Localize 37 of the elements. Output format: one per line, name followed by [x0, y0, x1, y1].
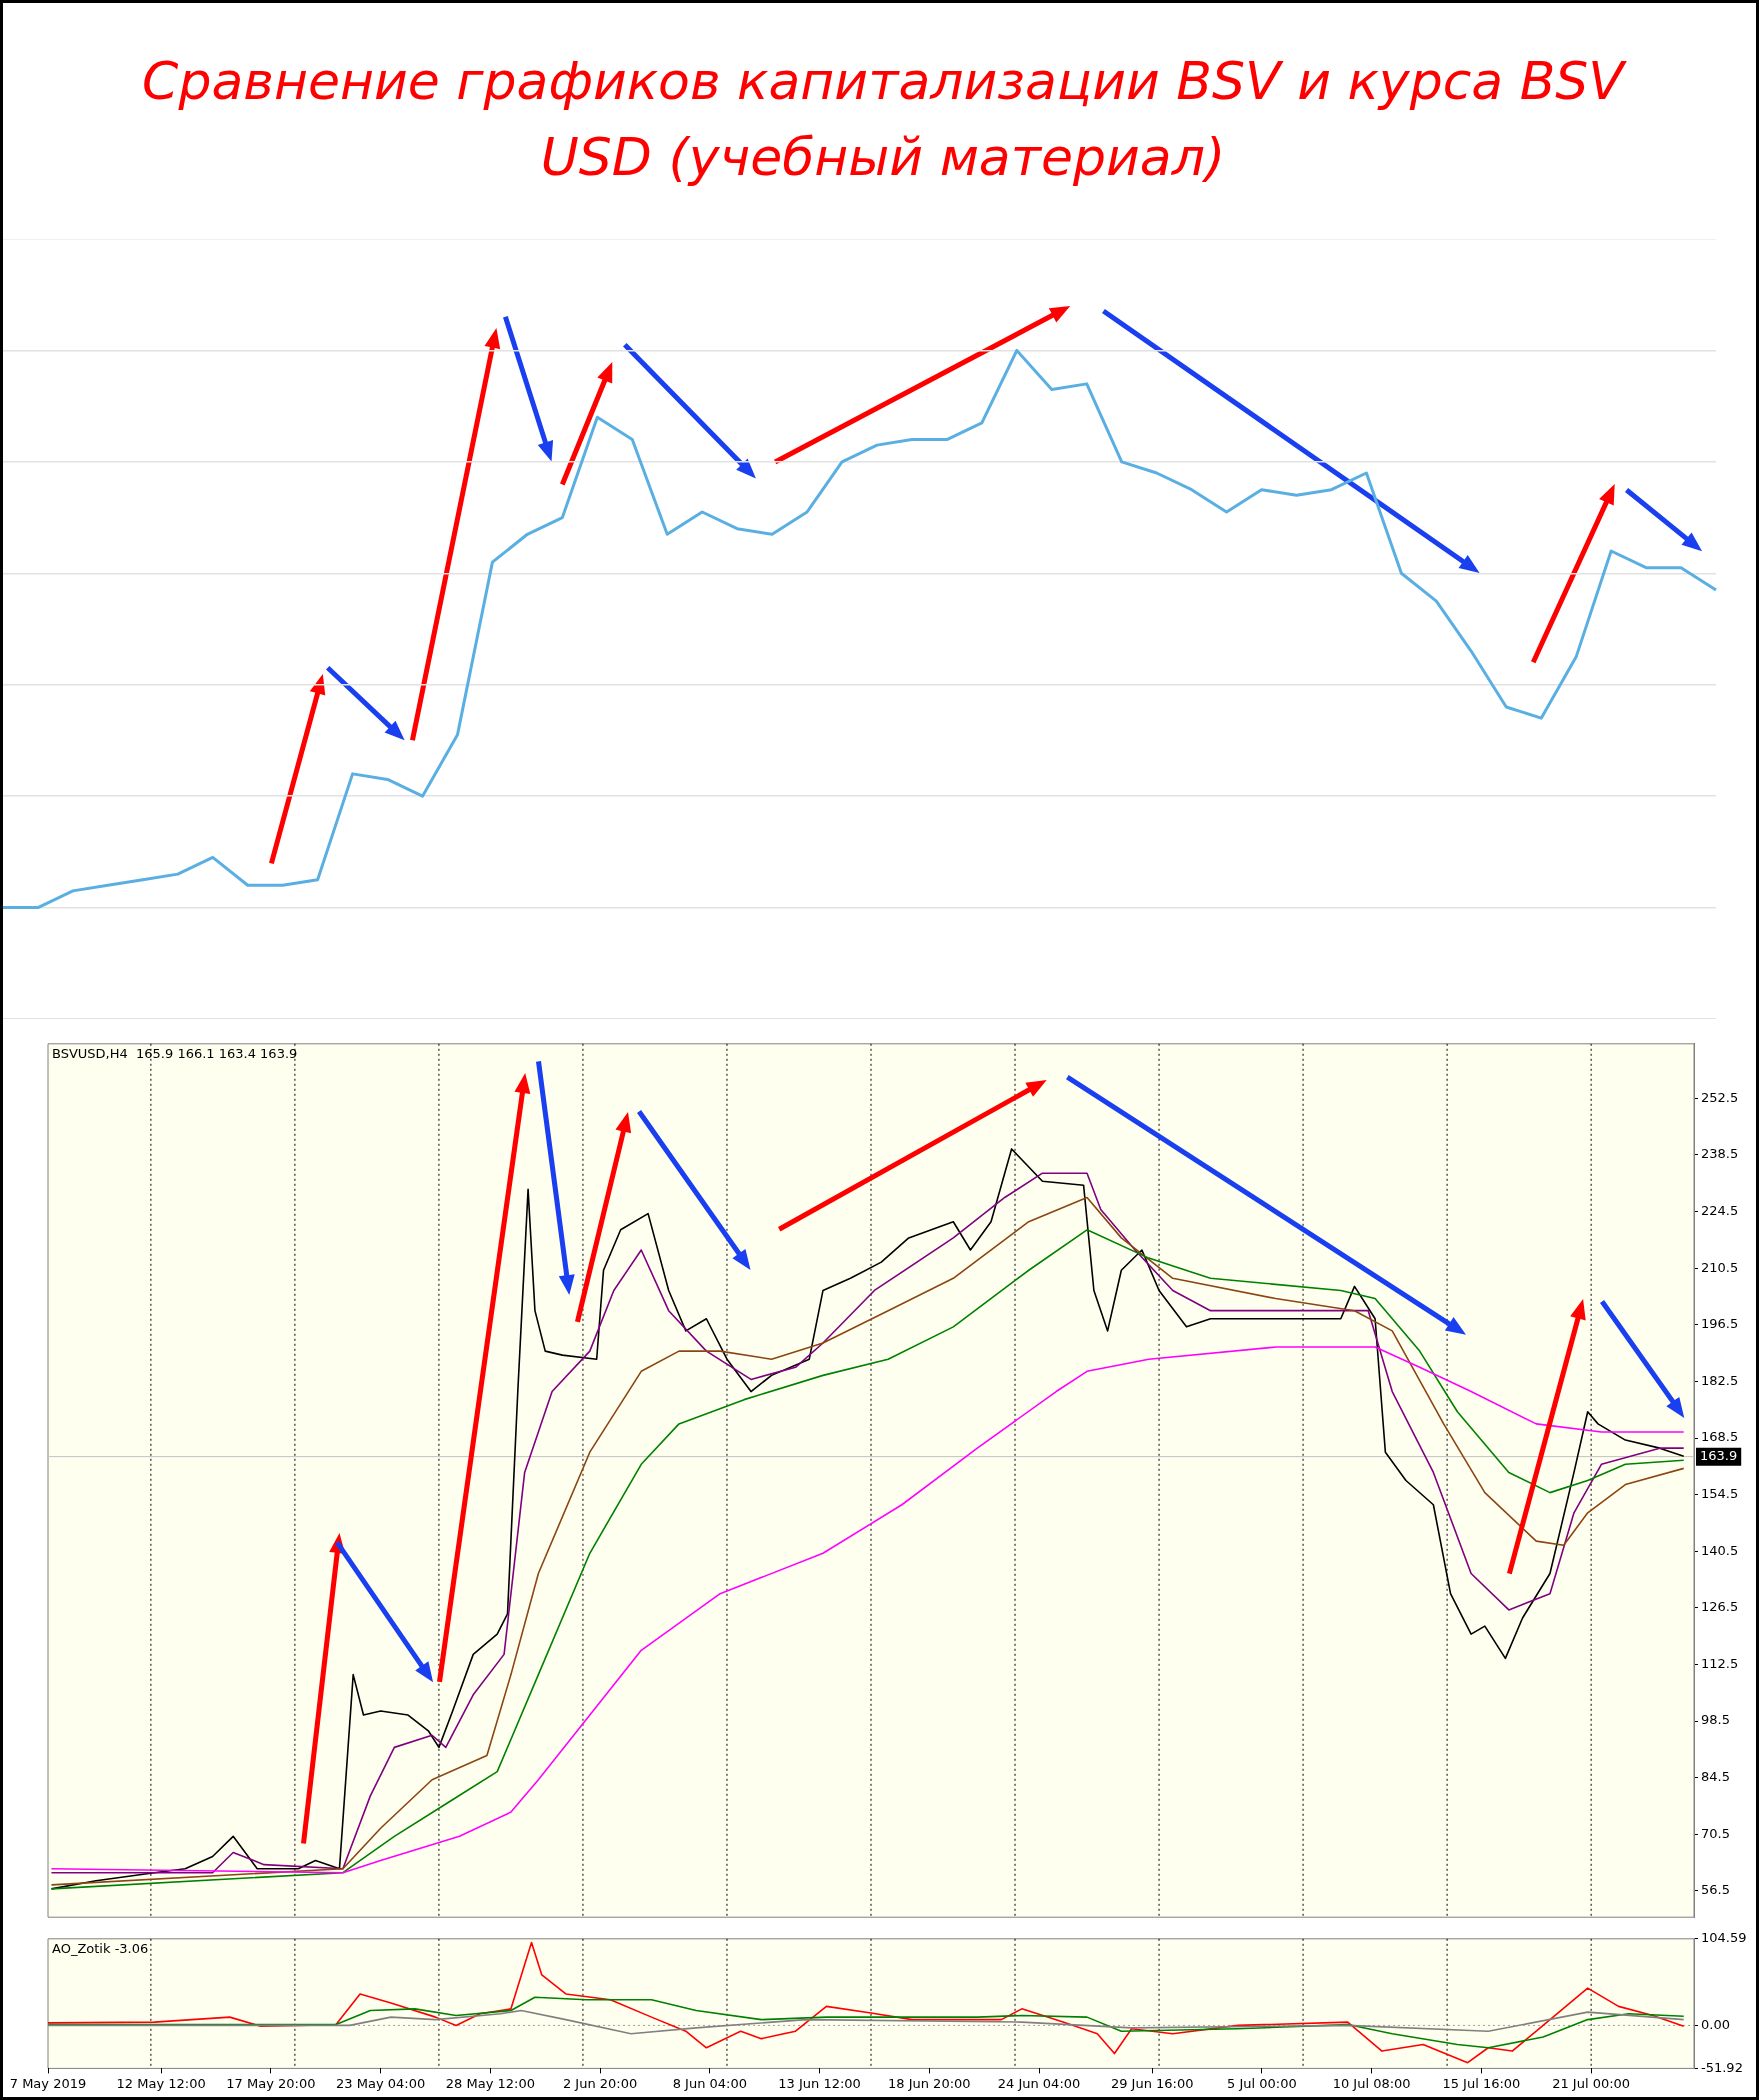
x-tick-label: 2 Jun 20:00: [562, 2075, 638, 2091]
y-tick-label: 84.5: [1701, 1769, 1730, 1785]
y-tick-label: 182.5: [1701, 1372, 1739, 1388]
x-tick-label: 7 May 2019: [9, 2075, 87, 2091]
y-tick-label: 104.59: [1701, 1930, 1747, 1946]
x-tick-label: 18 Jun 20:00: [888, 2075, 971, 2091]
ref-line-label: 163.9: [1700, 1448, 1738, 1464]
y-tick-label: -51.92: [1701, 2059, 1743, 2075]
x-tick-label: 28 May 12:00: [445, 2075, 535, 2091]
x-tick-label: 12 May 12:00: [116, 2075, 206, 2091]
x-tick-label: 8 Jun 04:00: [672, 2075, 747, 2091]
y-tick-label: 238.5: [1701, 1146, 1739, 1162]
y-tick-label: 70.5: [1701, 1825, 1730, 1841]
chart-title: Сравнение графиков капитализации BSV и курса BSV USD (учебный материал): [141, 50, 1628, 189]
y-tick-label: 210.5: [1701, 1259, 1739, 1275]
y-tick-label: 196.5: [1701, 1316, 1739, 1332]
x-tick-label: 13 Jun 12:00: [778, 2075, 861, 2091]
x-tick-label: 10 Jul 08:00: [1332, 2075, 1411, 2091]
y-tick-label: 140.5: [1701, 1542, 1739, 1558]
x-tick-label: 5 Jul 00:00: [1227, 2075, 1297, 2091]
y-tick-label: 112.5: [1701, 1655, 1739, 1671]
x-tick-label: 24 Jun 04:00: [997, 2075, 1081, 2091]
x-tick-label: 23 May 04:00: [336, 2075, 426, 2091]
y-tick-label: 98.5: [1701, 1712, 1730, 1728]
annotation: AO_Zotik -3.06: [52, 1940, 149, 1956]
y-tick-label: 252.5: [1701, 1089, 1739, 1105]
x-tick-label: 21 Jul 00:00: [1552, 2075, 1631, 2091]
y-tick-label: 224.5: [1701, 1202, 1739, 1218]
y-tick-label: 154.5: [1701, 1486, 1739, 1502]
x-tick-label: 17 May 20:00: [226, 2075, 316, 2091]
y-tick-label: 168.5: [1701, 1429, 1739, 1445]
y-tick-label: 56.5: [1701, 1882, 1730, 1898]
x-tick-label: 29 Jun 16:00: [1110, 2075, 1194, 2091]
y-tick-label: 126.5: [1701, 1599, 1739, 1615]
y-tick-label: 0.00: [1701, 2016, 1730, 2032]
x-tick-label: 15 Jul 16:00: [1442, 2075, 1521, 2091]
annotation: BSVUSD,H4 165.9 166.1 163.4 163.9: [52, 1045, 298, 1061]
